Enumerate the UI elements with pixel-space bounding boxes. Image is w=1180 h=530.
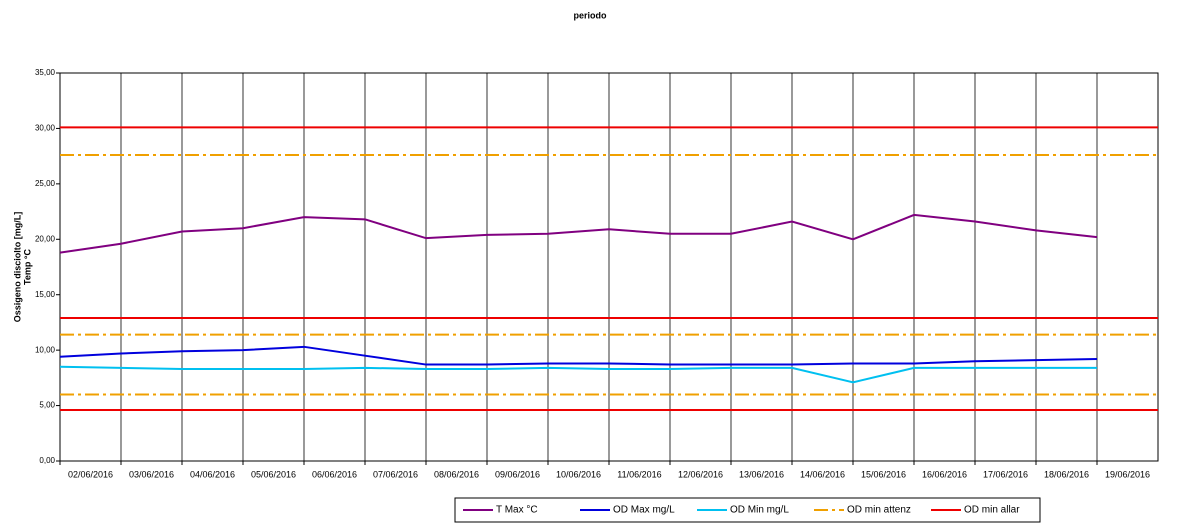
legend-label: T Max °C — [496, 505, 538, 516]
x-tick-label: 11/06/2016 — [617, 469, 661, 479]
legend-label: OD min allar — [964, 505, 1020, 516]
y-tick-label: 25,00 — [35, 179, 56, 188]
y-axis-label: Ossigeno disciolto [mg/L] — [12, 212, 22, 323]
y-tick-label: 0,00 — [39, 456, 55, 465]
series-line — [59, 365, 1097, 384]
x-tick-label: 12/06/2016 — [678, 469, 723, 479]
x-tick-label: 10/06/2016 — [556, 469, 601, 479]
x-tick-label: 03/06/2016 — [129, 469, 174, 479]
x-tick-label: 16/06/2016 — [922, 469, 967, 479]
y-tick-label: 30,00 — [35, 124, 56, 133]
x-tick-label: 07/06/2016 — [373, 469, 418, 479]
y-tick-label: 10,00 — [35, 345, 56, 354]
y-tick-label: 5,00 — [39, 401, 55, 410]
y-tick-label: 20,00 — [35, 234, 56, 243]
x-tick-label: 18/06/2016 — [1044, 469, 1089, 479]
legend-label: OD Min mg/L — [730, 505, 789, 516]
legend-label: OD min attenz — [847, 505, 911, 516]
y-axis-label: Temp °C — [22, 249, 32, 285]
x-tick-label: 14/06/2016 — [800, 469, 845, 479]
x-tick-label: 13/06/2016 — [739, 469, 784, 479]
series-line — [59, 345, 1098, 366]
series-line — [59, 213, 1098, 254]
legend-label: OD Max mg/L — [613, 505, 675, 516]
x-tick-label: 15/06/2016 — [861, 469, 906, 479]
y-tick-label: 35,00 — [35, 68, 56, 77]
x-tick-label: 19/06/2016 — [1105, 469, 1150, 479]
x-tick-label: 06/06/2016 — [312, 469, 357, 479]
x-tick-label: 17/06/2016 — [983, 469, 1028, 479]
y-tick-label: 15,00 — [35, 290, 56, 299]
x-tick-label: 05/06/2016 — [251, 469, 296, 479]
x-tick-label: 02/06/2016 — [68, 469, 113, 479]
x-tick-label: 04/06/2016 — [190, 469, 235, 479]
chart-title: periodo — [574, 10, 608, 20]
x-tick-label: 08/06/2016 — [434, 469, 479, 479]
x-tick-label: 09/06/2016 — [495, 469, 540, 479]
